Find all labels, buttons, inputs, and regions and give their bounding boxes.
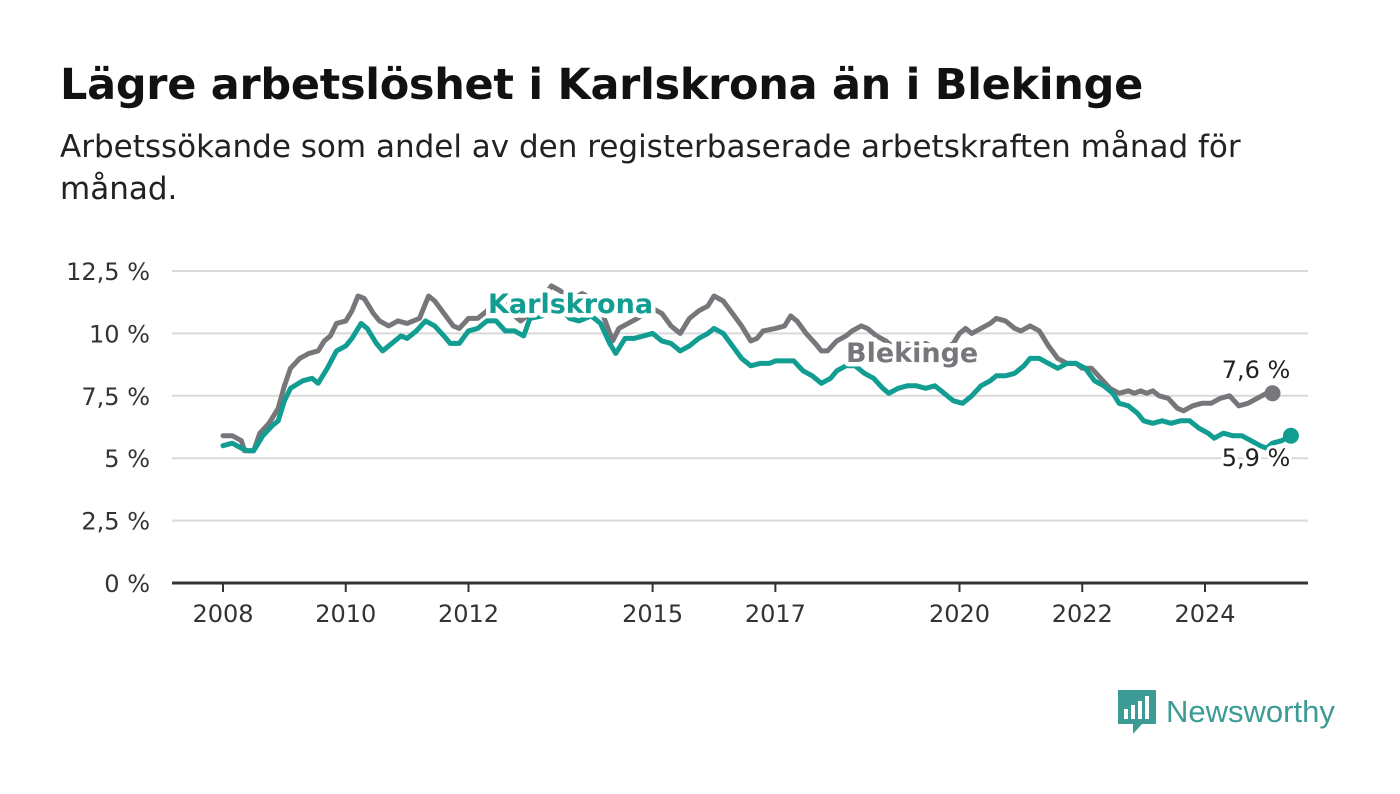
- x-tick-label: 2020: [929, 600, 990, 628]
- x-tick-label: 2022: [1052, 600, 1113, 628]
- x-tick-label: 2010: [315, 600, 376, 628]
- blekinge-end-point: [1264, 385, 1281, 402]
- x-tick-label: 2015: [622, 600, 683, 628]
- x-tick-label: 2008: [192, 600, 253, 628]
- series-lines: [220, 283, 1299, 454]
- blekinge-end-label: 7,6 %: [1222, 356, 1291, 384]
- y-tick-label: 10 %: [89, 320, 150, 348]
- x-tick-label: 2024: [1174, 600, 1235, 628]
- karlskrona-end-label: 5,9 %: [1222, 444, 1291, 472]
- x-axis-ticks: 2008 2010 2012 2015 2017 2020 2022 2024: [192, 583, 1236, 628]
- karlskrona-line: [220, 305, 1294, 454]
- x-tick-label: 2012: [438, 600, 499, 628]
- series-labels: Blekinge 7,6 % Karlskrona 5,9 %: [484, 285, 1294, 476]
- karlskrona-end-point: [1282, 427, 1299, 444]
- blekinge-line: [220, 283, 1275, 454]
- karlskrona-series-label: Karlskrona: [488, 289, 653, 320]
- newsworthy-logo-icon: [1118, 690, 1156, 734]
- brand-name: Newsworthy: [1166, 694, 1335, 729]
- line-chart: 0 %2,5 %5 %7,5 %10 %12,5 % 2008 2010 2012 2…: [66, 258, 1308, 628]
- blekinge-series-label: Blekinge: [846, 338, 978, 369]
- gridlines: [172, 270, 1308, 585]
- chart-subtitle: Arbetssökande som andel av den registerb…: [60, 129, 1241, 207]
- y-tick-label: 2,5 %: [81, 508, 150, 536]
- y-axis-ticks: 0 % 2,5 % 5 % 7,5 % 10 % 12,5 %: [66, 258, 150, 598]
- y-tick-label: 0 %: [104, 570, 150, 598]
- x-tick-label: 2017: [745, 600, 806, 628]
- newsworthy-logo: Newsworthy: [1118, 690, 1335, 734]
- y-tick-label: 5 %: [104, 445, 150, 473]
- y-tick-label: 7,5 %: [81, 383, 150, 411]
- y-tick-label: 12,5 %: [66, 258, 150, 286]
- chart-title: Lägre arbetslöshet i Karlskrona än i Ble…: [60, 60, 1143, 110]
